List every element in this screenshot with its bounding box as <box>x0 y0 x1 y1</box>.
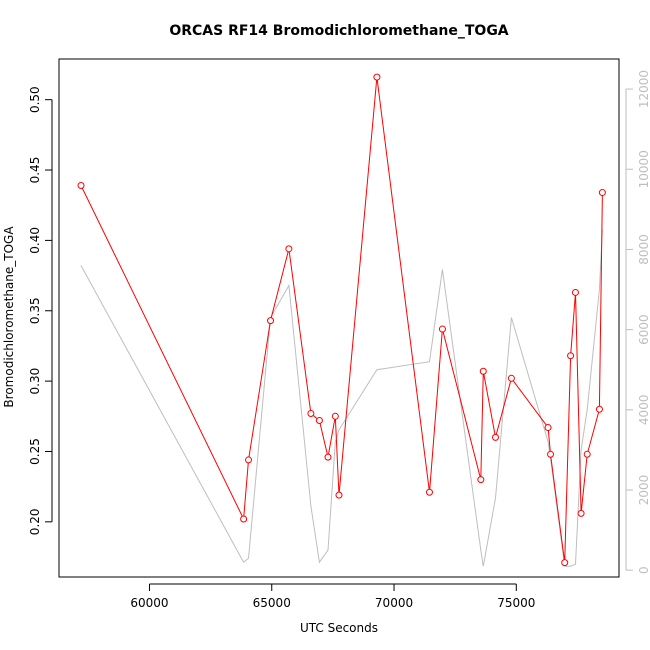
y-tick-label: 0.30 <box>28 368 42 395</box>
series-layer <box>77 73 606 567</box>
data-point <box>571 288 579 296</box>
series-line-secondary <box>80 229 603 567</box>
data-point <box>335 491 343 499</box>
data-point <box>324 453 332 461</box>
y-axis-label: Bromodichloromethane_TOGA <box>2 226 16 408</box>
data-point <box>307 409 315 417</box>
y2-tick-label: 10000 <box>637 150 650 188</box>
x-tick-label: 70000 <box>375 596 413 610</box>
y2-tick-label: 2000 <box>637 475 650 506</box>
x-tick-label: 65000 <box>253 596 291 610</box>
x-tick-label: 75000 <box>497 596 535 610</box>
chart-title: ORCAS RF14 Bromodichloromethane_TOGA <box>169 23 508 39</box>
data-point <box>479 367 487 375</box>
data-point <box>425 488 433 496</box>
data-point <box>267 317 275 325</box>
data-point <box>544 424 552 432</box>
y-tick-label: 0.25 <box>28 438 42 465</box>
y-tick-label: 0.35 <box>28 297 42 324</box>
data-point <box>595 405 603 413</box>
data-point <box>373 73 381 81</box>
y-tick-label: 0.20 <box>28 508 42 535</box>
data-point <box>477 476 485 484</box>
data-point <box>331 412 339 420</box>
data-point <box>583 450 591 458</box>
data-point <box>438 325 446 333</box>
data-point <box>561 559 569 567</box>
data-point <box>598 189 606 197</box>
y-tick-label: 0.50 <box>28 86 42 113</box>
plot-frame <box>58 58 620 578</box>
y2-tick-label: 8000 <box>637 234 650 265</box>
data-point <box>240 515 248 523</box>
data-point <box>567 352 575 360</box>
y2-tick-label: 12000 <box>637 70 650 108</box>
data-point <box>507 374 515 382</box>
data-point <box>315 417 323 425</box>
data-point <box>547 450 555 458</box>
data-point <box>492 433 500 441</box>
data-point <box>77 182 85 190</box>
y-axis-left: 0.20 0.25 0.30 0.35 0.40 0.45 0.50 <box>28 86 53 535</box>
y-axis-right: 0 2000 4000 6000 8000 10000 12000 <box>625 70 650 574</box>
series-line-primary <box>80 77 603 563</box>
y-tick-label: 0.45 <box>28 157 42 184</box>
data-point <box>577 509 585 517</box>
x-axis: 60000 65000 70000 75000 <box>130 583 535 610</box>
y2-tick-label: 4000 <box>637 395 650 426</box>
data-point <box>285 245 293 253</box>
x-tick-label: 60000 <box>130 596 168 610</box>
y2-tick-label: 0 <box>637 566 650 574</box>
y-tick-label: 0.40 <box>28 227 42 254</box>
data-point <box>245 456 253 464</box>
x-axis-label: UTC Seconds <box>300 621 378 635</box>
y2-tick-label: 6000 <box>637 314 650 345</box>
